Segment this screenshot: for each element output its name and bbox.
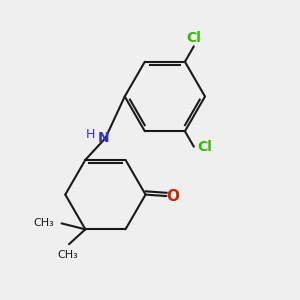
- Text: N: N: [98, 131, 110, 145]
- Text: CH₃: CH₃: [33, 218, 54, 228]
- Text: Cl: Cl: [186, 31, 201, 45]
- Text: O: O: [167, 189, 179, 204]
- Text: CH₃: CH₃: [57, 250, 78, 260]
- Text: H: H: [85, 128, 95, 141]
- Text: Cl: Cl: [197, 140, 212, 154]
